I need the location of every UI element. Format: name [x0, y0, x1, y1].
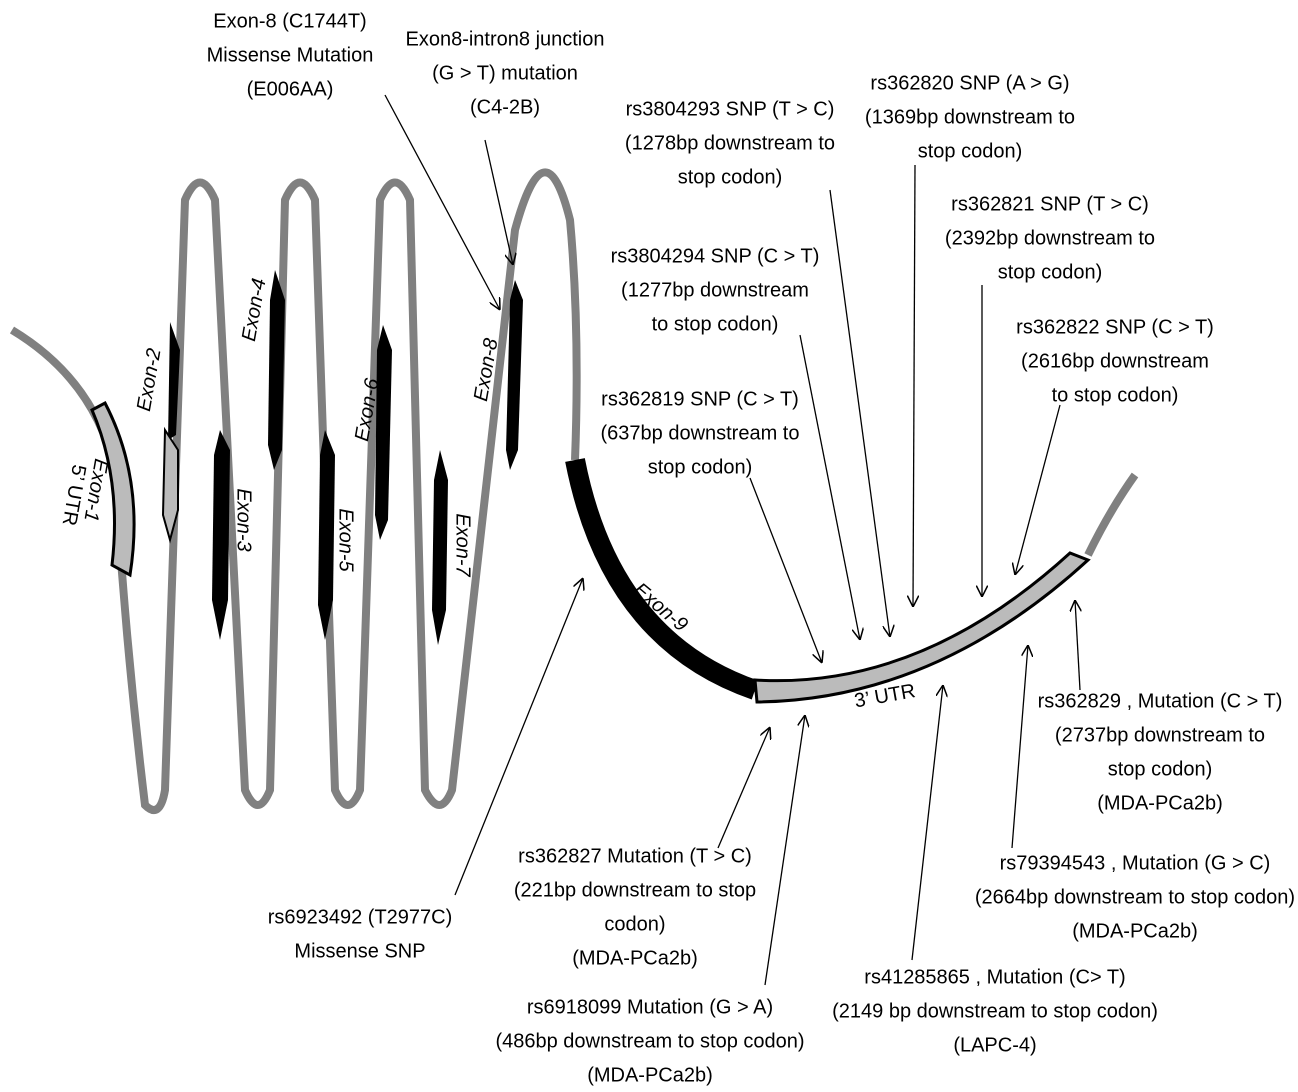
annotation-text: rs362827 Mutation (T > C)	[518, 845, 752, 867]
diagram: Exon-15’ UTRExon-2Exon-3Exon-4Exon-5Exon…	[0, 0, 1298, 1092]
annotation-text: to stop codon)	[1052, 384, 1179, 406]
annotation-arrow	[1015, 405, 1060, 575]
annotation-arrow	[765, 715, 805, 985]
annotation-text: (1369bp downstream to	[865, 106, 1075, 128]
annotation-text: stop codon)	[918, 140, 1023, 162]
annotation-text: (G > T) mutation	[432, 62, 578, 84]
annotation-text: (2616bp downstream	[1021, 350, 1209, 372]
annotation-text: Exon-8 (C1744T)	[213, 10, 366, 32]
annotation-text: codon)	[604, 913, 665, 935]
annotation-text: rs3804294 SNP (C > T)	[611, 245, 820, 267]
annotation-arrow	[800, 335, 860, 640]
annotation-text: rs79394543 , Mutation (G > C)	[1000, 852, 1271, 874]
annotation-text: Missense Mutation	[207, 44, 374, 66]
annotation-text: stop codon)	[678, 166, 783, 188]
annotation-text: rs6918099 Mutation (G > A)	[527, 996, 773, 1018]
utr-shape	[755, 553, 1088, 702]
exon-label: Exon-3	[233, 488, 255, 551]
exon-label: Exon-4	[238, 277, 271, 343]
annotation-text: rs362820 SNP (A > G)	[870, 72, 1069, 94]
annotation-text: (LAPC-4)	[953, 1034, 1036, 1056]
annotation-text: Exon8-intron8 junction	[405, 28, 604, 50]
exon-9-shape	[575, 460, 755, 690]
annotation-arrow	[1075, 600, 1080, 690]
annotation-text: to stop codon)	[652, 313, 779, 335]
annotation-text: (1277bp downstream	[621, 279, 809, 301]
annotation-text: (MDA-PCa2b)	[572, 947, 698, 969]
annotation-text: rs6923492 (T2977C)	[268, 906, 453, 928]
annotation-text: stop codon)	[998, 261, 1103, 283]
annotation-text: rs362821 SNP (T > C)	[951, 193, 1149, 215]
annotation-arrow	[750, 478, 822, 663]
annotation-text: rs362819 SNP (C > T)	[601, 388, 799, 410]
annotation-arrow	[485, 140, 513, 265]
annotation-arrow	[385, 95, 500, 310]
tail	[1088, 475, 1135, 555]
annotation-text: stop codon)	[1108, 758, 1213, 780]
annotation-text: (486bp downstream to stop codon)	[495, 1030, 804, 1052]
annotation-text: (MDA-PCa2b)	[1072, 920, 1198, 942]
annotation-arrow	[912, 685, 943, 960]
annotation-text: (1278bp downstream to	[625, 132, 835, 154]
annotation-text: (2149 bp downstream to stop codon)	[832, 1000, 1158, 1022]
annotation-text: stop codon)	[648, 456, 753, 478]
annotation-text: (221bp downstream to stop	[514, 879, 756, 901]
annotation-text: (637bp downstream to	[600, 422, 799, 444]
annotation-arrow	[913, 165, 915, 607]
annotation-text: rs362829 , Mutation (C > T)	[1038, 690, 1283, 712]
annotation-text: rs41285865 , Mutation (C> T)	[864, 966, 1125, 988]
annotation-text: (C4-2B)	[470, 96, 540, 118]
annotation-arrow	[1012, 645, 1028, 848]
exon-label: Exon-2	[133, 347, 166, 413]
annotation-text: (2737bp downstream to	[1055, 724, 1265, 746]
annotation-text: (2664bp downstream to stop codon)	[975, 886, 1295, 908]
annotation-arrow	[830, 190, 890, 637]
annotation-text: (MDA-PCa2b)	[1097, 792, 1223, 814]
annotation-text: (2392bp downstream to	[945, 227, 1155, 249]
annotation-text: (E006AA)	[247, 78, 334, 100]
annotation-text: rs3804293 SNP (T > C)	[626, 98, 835, 120]
annotation-arrow	[718, 727, 770, 848]
exon-label: Exon-7	[452, 513, 474, 577]
annotation-text: (MDA-PCa2b)	[587, 1064, 713, 1086]
exons	[163, 270, 523, 645]
annotation-text: rs362822 SNP (C > T)	[1016, 316, 1214, 338]
exon-label: Exon-5	[335, 508, 357, 572]
annotation-text: Missense SNP	[294, 940, 425, 962]
